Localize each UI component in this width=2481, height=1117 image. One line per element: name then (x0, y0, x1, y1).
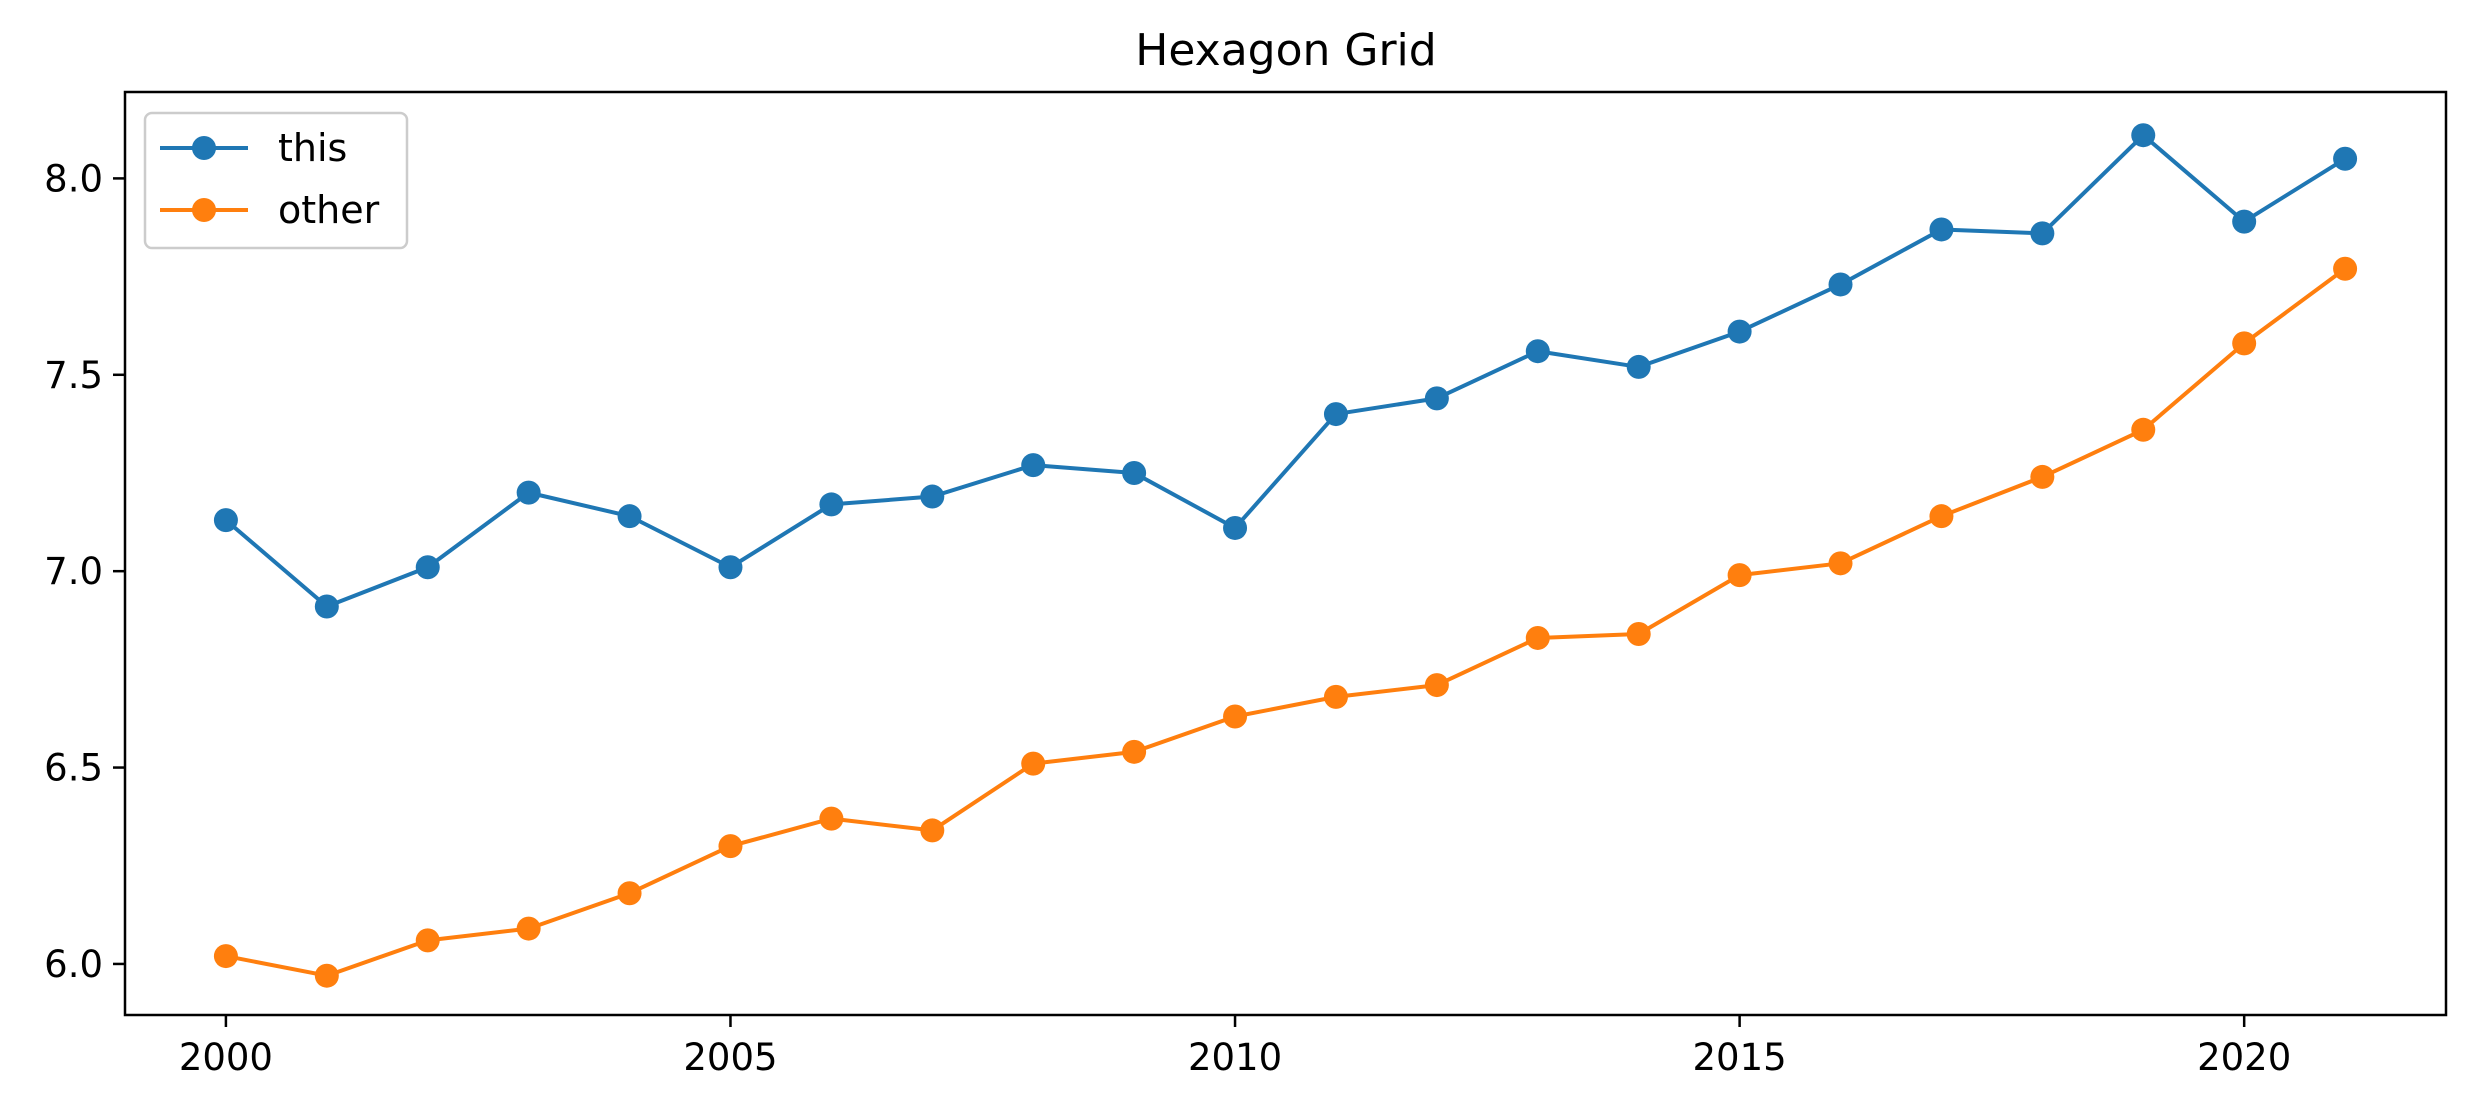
data-point-this (415, 555, 440, 580)
data-point-other (2131, 417, 2156, 442)
series-line-other (225, 267, 2347, 978)
data-point-other (1929, 504, 1954, 529)
plot-frame (123, 90, 2448, 1017)
y-tick-label: 7.5 (44, 354, 103, 397)
x-tick-label: 2005 (683, 1036, 777, 1079)
data-point-other (1021, 751, 1046, 776)
data-point-this (1929, 217, 1954, 242)
data-point-other (2333, 256, 2358, 281)
chart-title: Hexagon Grid (1135, 25, 1436, 76)
data-point-other (1727, 563, 1752, 588)
data-point-this (1727, 319, 1752, 344)
data-point-this (1223, 515, 1248, 540)
y-tick-label: 6.0 (44, 943, 103, 986)
x-tick-label: 2020 (2197, 1036, 2291, 1079)
data-point-other (213, 944, 238, 969)
y-tick-label: 6.5 (44, 747, 103, 790)
data-point-other (2030, 464, 2055, 489)
series-other (213, 256, 2358, 988)
series-layer (213, 123, 2358, 988)
data-point-this (1525, 339, 1550, 364)
data-point-this (2333, 146, 2358, 171)
data-point-other (920, 818, 945, 843)
data-point-this (819, 492, 844, 517)
x-axis: 2000 2005 2010 2015 2020 (179, 1015, 2291, 1079)
data-point-other (1525, 625, 1550, 650)
data-point-this (2232, 209, 2257, 234)
data-point-this (213, 508, 238, 533)
legend-marker-other (192, 198, 216, 222)
data-point-this (2131, 123, 2156, 148)
legend-marker-this (192, 136, 216, 160)
data-point-this (1424, 386, 1449, 411)
data-point-other (718, 834, 743, 859)
data-point-this (516, 480, 541, 505)
data-point-this (718, 555, 743, 580)
x-tick-label: 2010 (1188, 1036, 1282, 1079)
data-point-other (415, 928, 440, 953)
data-point-this (314, 594, 339, 619)
data-point-other (1323, 684, 1348, 709)
data-point-this (1323, 402, 1348, 427)
y-axis: 6.0 6.5 7.0 7.5 8.0 (44, 157, 125, 986)
series-line-this (224, 133, 2347, 609)
data-point-other (1626, 622, 1651, 647)
data-point-this (1122, 460, 1147, 485)
data-point-other (1828, 551, 1853, 576)
data-point-this (1021, 453, 1046, 478)
data-point-other (1122, 739, 1147, 764)
x-tick-label: 2000 (179, 1036, 273, 1079)
legend-label-other: other (278, 188, 380, 232)
data-point-this (2030, 221, 2055, 246)
y-tick-label: 8.0 (44, 157, 103, 200)
y-tick-label: 7.0 (44, 550, 103, 593)
data-point-other (2232, 331, 2257, 356)
data-point-this (1828, 272, 1853, 297)
data-point-this (920, 484, 945, 509)
data-point-this (1626, 354, 1651, 379)
data-point-other (819, 806, 844, 831)
legend: this other (143, 111, 409, 250)
data-point-other (1223, 704, 1248, 729)
data-point-this (617, 504, 642, 529)
legend-label-this: this (278, 126, 347, 170)
data-point-other (617, 881, 642, 906)
data-point-other (314, 963, 339, 988)
data-point-other (516, 916, 541, 941)
data-point-other (1424, 673, 1449, 698)
series-this (213, 123, 2358, 619)
x-tick-label: 2015 (1693, 1036, 1787, 1079)
